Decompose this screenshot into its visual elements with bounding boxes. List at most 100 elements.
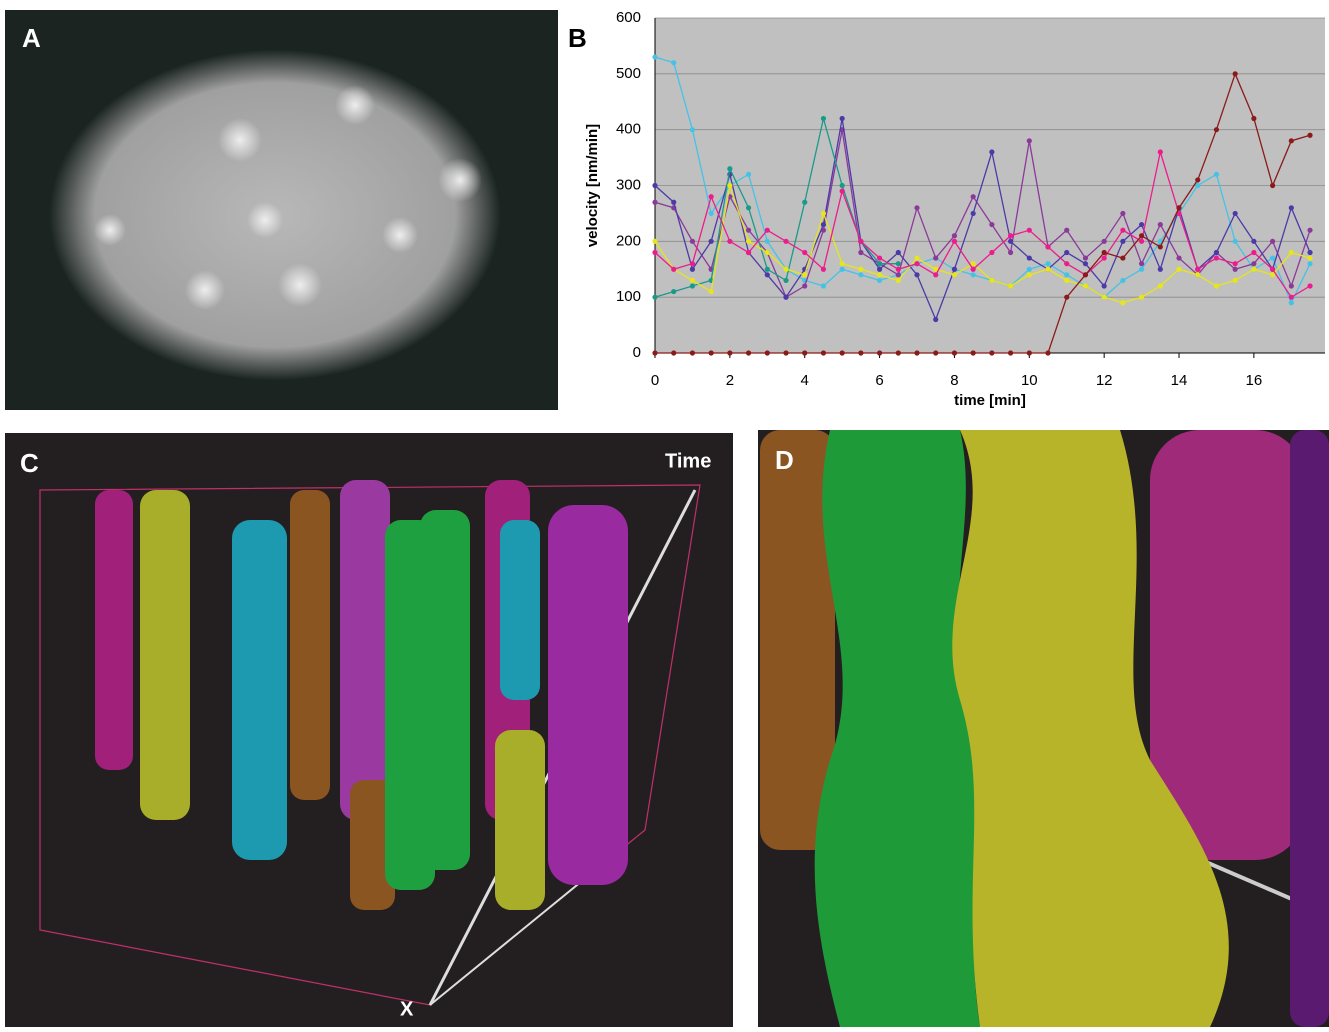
data-point <box>765 228 770 233</box>
x-tick-label: 0 <box>651 372 659 389</box>
data-point <box>1120 211 1125 216</box>
x-tick-label: 14 <box>1171 372 1188 389</box>
data-point <box>709 211 714 216</box>
data-point <box>1008 283 1013 288</box>
y-tick-label: 600 <box>616 9 641 26</box>
data-point <box>1158 244 1163 249</box>
data-point <box>1233 278 1238 283</box>
data-point <box>877 255 882 260</box>
data-point <box>1307 228 1312 233</box>
axis-label: X <box>400 998 414 1020</box>
data-point <box>1158 267 1163 272</box>
data-point <box>727 166 732 171</box>
data-point <box>1251 116 1256 121</box>
data-point <box>1251 239 1256 244</box>
data-point <box>802 250 807 255</box>
data-point <box>914 261 919 266</box>
data-point <box>783 295 788 300</box>
data-point <box>1064 295 1069 300</box>
data-point <box>727 183 732 188</box>
data-point <box>690 267 695 272</box>
data-point <box>765 250 770 255</box>
data-point <box>1064 272 1069 277</box>
data-point <box>765 267 770 272</box>
data-point <box>709 350 714 355</box>
data-point <box>858 350 863 355</box>
y-tick-label: 100 <box>616 288 641 305</box>
data-point <box>914 205 919 210</box>
x-tick-label: 2 <box>726 372 734 389</box>
data-point <box>1083 283 1088 288</box>
data-point <box>952 267 957 272</box>
data-point <box>1139 222 1144 227</box>
data-point <box>746 228 751 233</box>
data-point <box>821 267 826 272</box>
panel-label: C <box>20 448 39 478</box>
data-point <box>1270 255 1275 260</box>
data-point <box>858 239 863 244</box>
data-point <box>896 261 901 266</box>
panel-label: D <box>775 445 794 475</box>
data-point <box>1307 261 1312 266</box>
data-point <box>1139 239 1144 244</box>
data-point <box>1027 267 1032 272</box>
data-point <box>1083 261 1088 266</box>
data-point <box>1008 233 1013 238</box>
data-point <box>690 239 695 244</box>
data-point <box>933 350 938 355</box>
data-point <box>1102 250 1107 255</box>
data-point <box>1251 261 1256 266</box>
y-axis-title: velocity [nm/min] <box>584 124 601 247</box>
data-point <box>971 272 976 277</box>
data-point <box>727 239 732 244</box>
data-point <box>1027 255 1032 260</box>
data-point <box>765 272 770 277</box>
data-point <box>840 267 845 272</box>
data-point <box>821 350 826 355</box>
data-point <box>971 267 976 272</box>
data-point <box>1064 250 1069 255</box>
data-point <box>1307 255 1312 260</box>
data-point <box>1045 261 1050 266</box>
axis-label: Time <box>665 450 711 472</box>
data-point <box>652 295 657 300</box>
data-point <box>914 272 919 277</box>
data-point <box>1195 272 1200 277</box>
data-point <box>1233 239 1238 244</box>
x-axis-title: time [min] <box>954 392 1026 409</box>
data-point <box>1176 255 1181 260</box>
panel-a: A <box>5 10 558 410</box>
data-point <box>652 200 657 205</box>
data-point <box>1120 239 1125 244</box>
data-point <box>1233 267 1238 272</box>
data-point <box>802 272 807 277</box>
data-point <box>952 239 957 244</box>
data-point <box>989 278 994 283</box>
x-tick-label: 12 <box>1096 372 1113 389</box>
x-tick-label: 16 <box>1246 372 1263 389</box>
data-point <box>1083 272 1088 277</box>
data-point <box>896 267 901 272</box>
x-tick-label: 8 <box>950 372 958 389</box>
data-point <box>1307 133 1312 138</box>
data-point <box>989 149 994 154</box>
data-point <box>1027 350 1032 355</box>
data-point <box>971 194 976 199</box>
data-point <box>671 60 676 65</box>
data-point <box>840 183 845 188</box>
data-point <box>877 278 882 283</box>
data-point <box>690 283 695 288</box>
data-point <box>858 267 863 272</box>
data-point <box>1289 300 1294 305</box>
data-point <box>802 200 807 205</box>
data-point <box>1083 255 1088 260</box>
data-point <box>1102 239 1107 244</box>
data-point <box>1289 205 1294 210</box>
data-point <box>1307 250 1312 255</box>
data-point <box>933 272 938 277</box>
data-point <box>652 350 657 355</box>
data-point <box>1251 250 1256 255</box>
panel-d: D <box>758 430 1329 1027</box>
data-point <box>1214 127 1219 132</box>
